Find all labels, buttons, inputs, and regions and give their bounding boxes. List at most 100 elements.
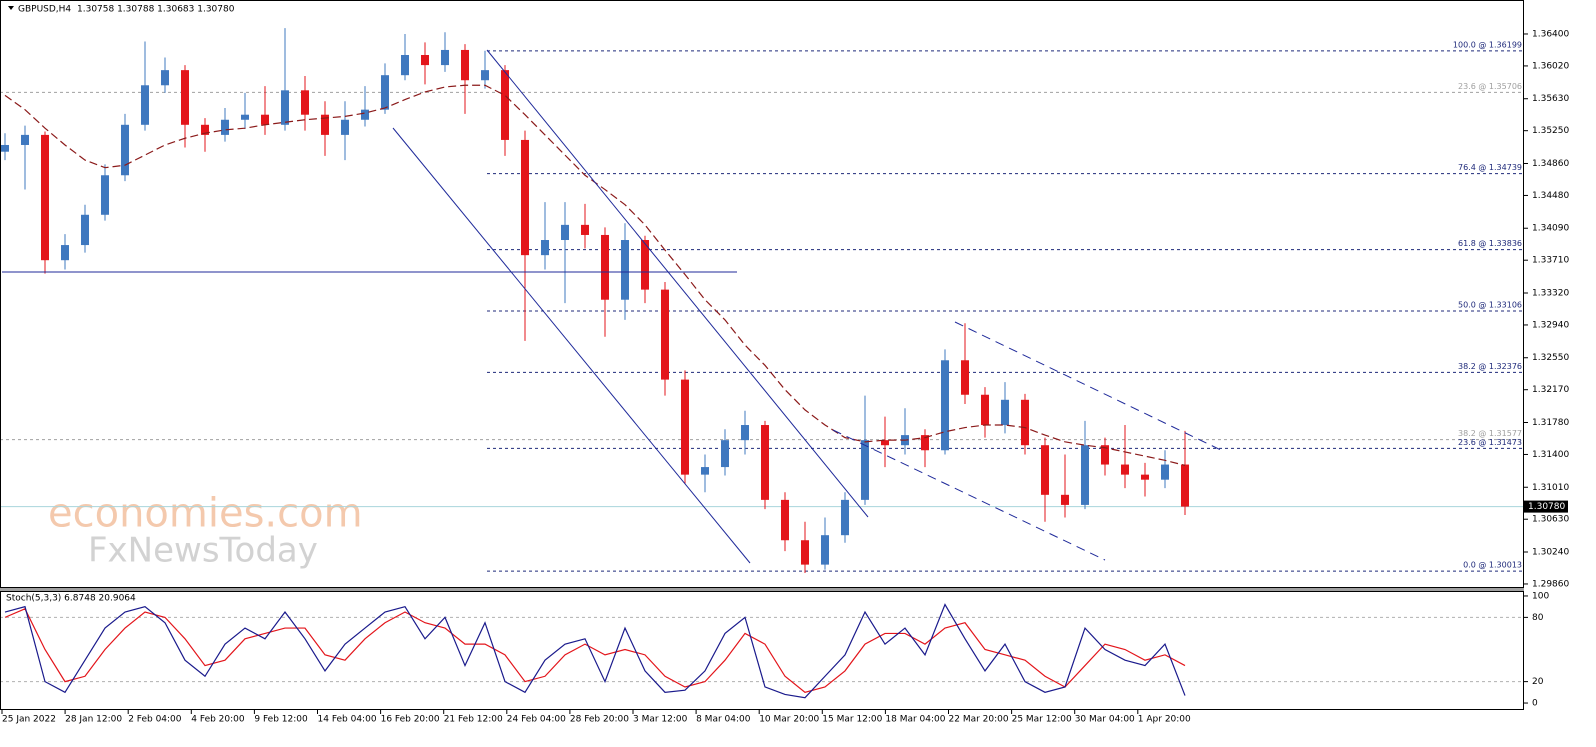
candle-body <box>1181 464 1189 507</box>
fib-label: 76.4 @ 1.34739 <box>1458 163 1522 172</box>
y-tick-label: 100 <box>1532 591 1549 601</box>
x-tick-label: 21 Feb 12:00 <box>444 715 503 725</box>
candle-body <box>581 224 589 235</box>
candle-body <box>841 499 849 536</box>
x-tick-label: 25 Mar 12:00 <box>1012 715 1072 725</box>
candle-body <box>1021 399 1029 446</box>
x-tick-label: 9 Feb 12:00 <box>254 715 308 725</box>
candle-body <box>1101 445 1109 465</box>
fib-label: 23.6 @ 1.31473 <box>1458 438 1522 447</box>
last-price-box <box>1524 500 1568 513</box>
y-tick-label: 1.30630 <box>1532 515 1569 525</box>
x-tick-label: 28 Jan 12:00 <box>65 715 122 725</box>
candle-body <box>441 49 449 66</box>
y-tick-label: 1.34480 <box>1532 191 1569 201</box>
candle-body <box>721 440 729 468</box>
candle-body <box>601 234 609 300</box>
candle-body <box>1 144 9 152</box>
candle-body <box>541 240 549 256</box>
candle-body <box>201 124 209 135</box>
y-tick-label: 1.34090 <box>1532 224 1569 234</box>
ohlc: 1.30758 1.30788 1.30683 1.30780 <box>77 5 235 15</box>
fib-label: 23.6 @ 1.35706 <box>1458 82 1522 91</box>
x-tick-label: 15 Mar 12:00 <box>822 715 882 725</box>
channel-line <box>486 49 869 518</box>
x-tick-label: 18 Mar 04:00 <box>885 715 945 725</box>
chart-title: GBPUSD,H4 <box>18 5 71 15</box>
x-tick-label: 22 Mar 20:00 <box>949 715 1009 725</box>
candle-body <box>621 240 629 300</box>
candle-body <box>21 134 29 145</box>
y-tick-label: 1.35250 <box>1532 126 1569 136</box>
y-tick-label: 20 <box>1532 677 1544 687</box>
fib-label: 38.2 @ 1.32376 <box>1458 362 1522 371</box>
candle-body <box>821 535 829 565</box>
y-tick-label: 1.32940 <box>1532 320 1569 330</box>
candle-body <box>781 499 789 541</box>
candle-body <box>661 289 669 380</box>
fib-label: 38.2 @ 1.31577 <box>1458 429 1522 438</box>
stoch-title: Stoch(5,3,3) 6.8748 20.9064 <box>6 594 136 604</box>
watermark-1: economies.com <box>48 491 363 537</box>
y-tick-label: 1.36400 <box>1532 29 1569 39</box>
candle-body <box>41 134 49 261</box>
fib-label: 61.8 @ 1.33836 <box>1458 239 1522 248</box>
fib-label: 100.0 @ 1.36199 <box>1453 40 1522 49</box>
candle-body <box>161 70 169 86</box>
candle-body <box>1121 464 1129 475</box>
candle-body <box>921 435 929 451</box>
candle-body <box>1161 464 1169 480</box>
candle-body <box>321 114 329 135</box>
channel-line <box>954 321 1226 453</box>
y-tick-label: 1.34860 <box>1532 159 1569 169</box>
candle-body <box>801 540 809 565</box>
candle-body <box>401 54 409 76</box>
candle-body <box>121 124 129 176</box>
stoch-line <box>4 603 1186 699</box>
candle-body <box>701 467 709 475</box>
candle-body <box>341 119 349 135</box>
candle-body <box>181 70 189 125</box>
x-tick-label: 2 Feb 04:00 <box>128 715 182 725</box>
y-tick-label: 1.31010 <box>1532 483 1569 493</box>
candle-body <box>501 70 509 140</box>
y-tick-label: 1.36020 <box>1532 61 1569 71</box>
channel-line <box>392 127 751 564</box>
candle-body <box>461 49 469 81</box>
x-tick-label: 4 Feb 20:00 <box>191 715 245 725</box>
candle-body <box>741 425 749 441</box>
menu-arrow <box>8 6 14 10</box>
candle-body <box>1081 445 1089 505</box>
y-tick-label: 1.31400 <box>1532 450 1569 460</box>
x-tick-label: 16 Feb 20:00 <box>381 715 440 725</box>
candle-body <box>101 175 109 215</box>
y-tick-label: 1.31780 <box>1532 418 1569 428</box>
candle-body <box>681 379 689 475</box>
x-tick-label: 24 Feb 04:00 <box>507 715 566 725</box>
candle-body <box>301 90 309 115</box>
y-tick-label: 1.35630 <box>1532 94 1569 104</box>
candle-body <box>941 360 949 451</box>
x-tick-label: 14 Feb 04:00 <box>318 715 377 725</box>
candle-body <box>521 139 529 256</box>
candle-body <box>81 214 89 246</box>
x-tick-label: 1 Apr 20:00 <box>1138 715 1191 725</box>
fib-label: 0.0 @ 1.30013 <box>1463 561 1522 570</box>
candle-body <box>281 90 289 125</box>
plot-layer: 100.0 @ 1.36199 23.6 @ 1.35706 76.4 @ 1.34… <box>0 28 1524 699</box>
candle-body <box>881 440 889 446</box>
candle-body <box>141 85 149 125</box>
candle-body <box>61 245 69 261</box>
candle-body <box>261 114 269 125</box>
candle-body <box>561 224 569 241</box>
y-tick-label: 1.33320 <box>1532 288 1569 298</box>
y-tick-label: 1.33710 <box>1532 256 1569 266</box>
candle-body <box>421 54 429 66</box>
y-tick-label: 80 <box>1532 613 1544 623</box>
main-frame <box>0 0 1524 588</box>
candle-body <box>1061 494 1069 505</box>
x-tick-label: 25 Jan 2022 <box>2 715 56 725</box>
candle-body <box>981 394 989 426</box>
fib-label: 50.0 @ 1.33106 <box>1458 300 1522 309</box>
